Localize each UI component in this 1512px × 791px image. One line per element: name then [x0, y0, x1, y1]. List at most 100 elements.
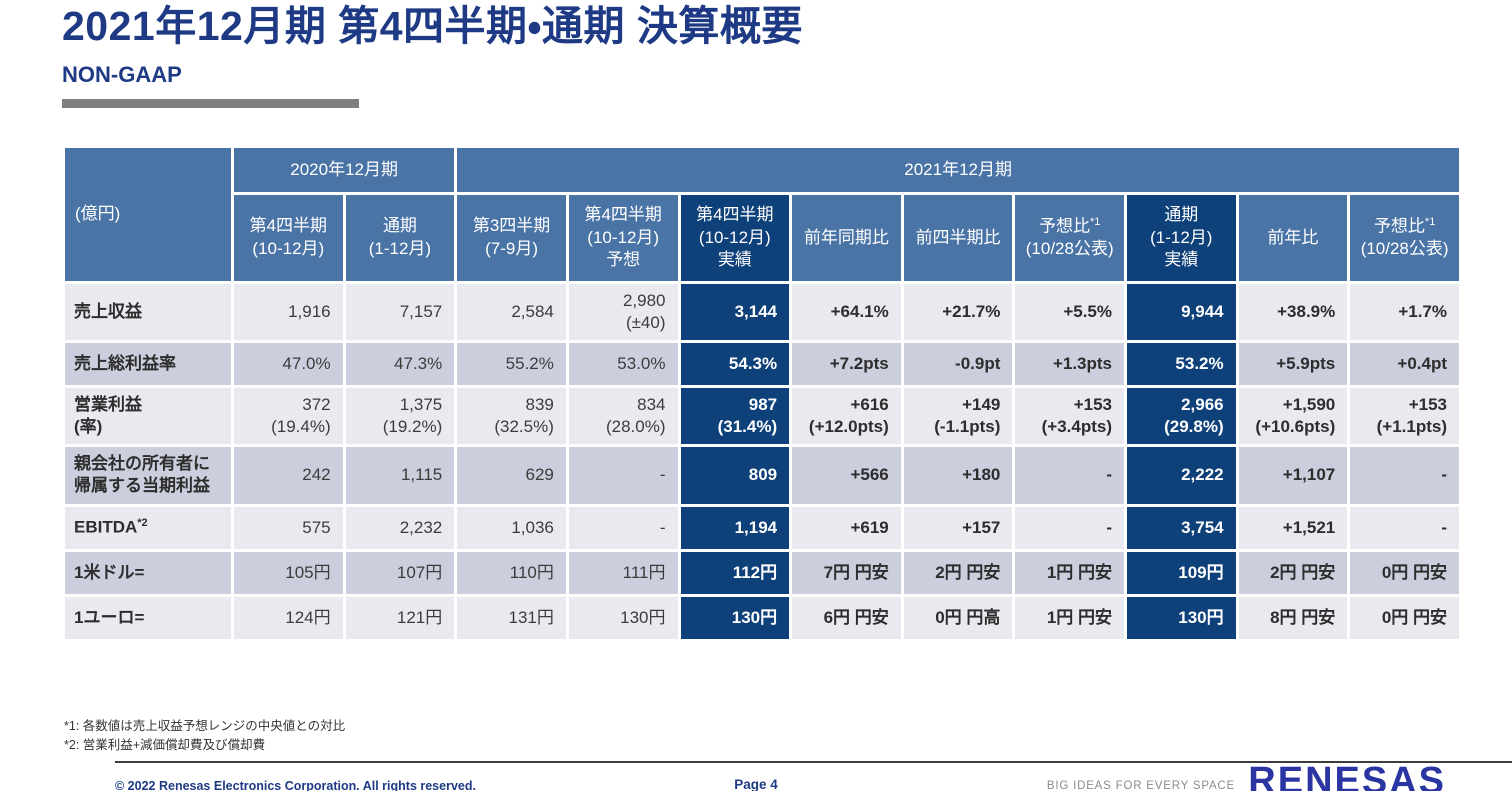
header-group-2021: 2021年12月期	[457, 148, 1459, 192]
value-cell: 47.0%	[234, 343, 343, 386]
value-cell: 130円	[568, 596, 678, 639]
value-cell: 0円 円高	[903, 596, 1013, 639]
highlight-cell: 3,754	[1127, 506, 1236, 549]
value-cell: +21.7%	[903, 284, 1013, 341]
highlight-cell: 3,144	[680, 284, 790, 341]
value-cell: 131円	[457, 596, 566, 639]
value-cell: 1,916	[234, 284, 343, 341]
highlight-cell: 987 (31.4%)	[680, 388, 790, 445]
highlight-cell: 2,966 (29.8%)	[1127, 388, 1236, 445]
value-cell: 105円	[234, 551, 343, 594]
value-cell: 8円 円安	[1238, 596, 1348, 639]
value-cell: 2,980 (±40)	[568, 284, 678, 341]
value-cell: 2,232	[345, 506, 455, 549]
value-cell: -	[568, 447, 678, 504]
row-label-footnote-marker: *2	[137, 517, 148, 530]
value-cell: -	[568, 506, 678, 549]
value-cell: -0.9pt	[903, 343, 1013, 386]
value-cell: 839 (32.5%)	[457, 388, 566, 445]
page-title: 2021年12月期 第4四半期・通期 決算概要	[62, 3, 803, 49]
value-cell: 7,157	[345, 284, 455, 341]
value-cell: +153 (+3.4pts)	[1015, 388, 1124, 445]
table-header-group-row: (億円) 2020年12月期 2021年12月期	[65, 148, 1459, 281]
value-cell: +1.3pts	[1015, 343, 1124, 386]
value-cell: 2円 円安	[903, 551, 1013, 594]
footnote-2: *2: 営業利益+減価償却費及び償却費	[64, 738, 266, 753]
value-cell: -	[1015, 447, 1124, 504]
row-label: 1ユーロ=	[65, 596, 231, 639]
highlight-cell: 112円	[680, 551, 790, 594]
table-row: 親会社の所有者に 帰属する当期利益 242 1,115 629-809 +566 +180…	[65, 447, 1459, 504]
value-cell: +1,521	[1238, 506, 1348, 549]
row-label: EBITDA*2	[65, 506, 231, 549]
value-cell: 1円 円安	[1015, 551, 1124, 594]
table-header-columns-row: 第4四半期 (10-12月) 通期 (1-12月) 第3四半期 (7-9月) 第…	[65, 195, 1459, 281]
highlight-cell: 2,222	[1127, 447, 1236, 504]
value-cell: 0円 円安	[1350, 596, 1459, 639]
value-cell: 1円 円安	[1015, 596, 1124, 639]
value-cell: 6円 円安	[792, 596, 901, 639]
value-cell: 0円 円安	[1350, 551, 1459, 594]
column-header-qoq: 前四半期比	[903, 195, 1013, 281]
highlight-cell: 809	[680, 447, 790, 504]
column-header-fy-actual: 通期 (1-12月) 実績	[1127, 195, 1236, 281]
column-header-yoy-fullyear: 前年比	[1238, 195, 1348, 281]
value-cell: +149 (-1.1pts)	[903, 388, 1013, 445]
row-label: 売上収益	[65, 284, 231, 341]
highlight-cell: 130円	[680, 596, 790, 639]
value-cell: 1,115	[345, 447, 455, 504]
value-cell: +566	[792, 447, 901, 504]
value-cell: 242	[234, 447, 343, 504]
table-row: 1米ドル= 105円 107円 110円 111円 112円 7円 円安 2円 円安 1円 円安…	[65, 551, 1459, 594]
value-cell: -	[1350, 447, 1459, 504]
value-cell: 2円 円安	[1238, 551, 1348, 594]
page-subtitle: NON-GAAP	[62, 62, 182, 87]
row-label: 売上総利益率	[65, 343, 231, 386]
value-cell: +616 (+12.0pts)	[792, 388, 901, 445]
value-cell: +5.5%	[1015, 284, 1124, 341]
header-footnote-marker: *1	[1089, 215, 1101, 228]
value-cell: +1.7%	[1350, 284, 1459, 341]
table-body: 売上収益 1,916 7,157 2,584 2,980 (±40) 3,144 +64.1…	[65, 284, 1459, 639]
footnote-1: *1: 各数値は売上収益予想レンジの中央値との対比	[64, 719, 346, 733]
table-row: EBITDA*2 575 2,232 1,036-1,194 +619 +157-3,75…	[65, 506, 1459, 549]
row-label: 親会社の所有者に 帰属する当期利益	[65, 447, 231, 504]
page-number: Page 4	[734, 777, 778, 791]
value-cell: 7円 円安	[792, 551, 901, 594]
value-cell: +157	[903, 506, 1013, 549]
header-text-line2: (10/28公表)	[1025, 239, 1114, 259]
highlight-cell: 1,194	[680, 506, 790, 549]
footnotes: *1: 各数値は売上収益予想レンジの中央値との対比 *2: 営業利益+減価償却費…	[64, 717, 345, 756]
highlight-cell: 9,944	[1127, 284, 1236, 341]
value-cell: +180	[903, 447, 1013, 504]
table-row: 売上総利益率 47.0% 47.3% 55.2% 53.0% 54.3% +7.2pts -0…	[65, 343, 1459, 386]
highlight-cell: 53.2%	[1127, 343, 1236, 386]
financial-results-table-wrap: (億円) 2020年12月期 2021年12月期 第4四半期 (10-12月) …	[62, 145, 1462, 642]
renesas-logo: RENESAS	[1248, 760, 1446, 791]
row-label: 1米ドル=	[65, 551, 231, 594]
value-cell: 1,036	[457, 506, 566, 549]
value-cell: 834 (28.0%)	[568, 388, 678, 445]
table-row: 売上収益 1,916 7,157 2,584 2,980 (±40) 3,144 +64.1…	[65, 284, 1459, 341]
financial-results-table: (億円) 2020年12月期 2021年12月期 第4四半期 (10-12月) …	[62, 145, 1462, 642]
unit-label-cell: (億円)	[65, 148, 231, 281]
value-cell: +64.1%	[792, 284, 901, 341]
value-cell: +0.4pt	[1350, 343, 1459, 386]
column-header-q4-actual: 第4四半期 (10-12月) 実績	[680, 195, 790, 281]
value-cell: 121円	[345, 596, 455, 639]
column-header-vs-forecast-fy: 予想比*1 (10/28公表)	[1350, 195, 1459, 281]
value-cell: +153 (+1.1pts)	[1350, 388, 1459, 445]
highlight-cell: 130円	[1127, 596, 1236, 639]
value-cell: 2,584	[457, 284, 566, 341]
header-text: 予想比	[1038, 216, 1090, 236]
value-cell: 53.0%	[568, 343, 678, 386]
column-header-q4-2020: 第4四半期 (10-12月)	[234, 195, 343, 281]
table-row: 営業利益 (率) 372 (19.4%) 1,375 (19.2%) 839 (32.…	[65, 388, 1459, 445]
column-header-q3-2021: 第3四半期 (7-9月)	[457, 195, 566, 281]
value-cell: 1,375 (19.2%)	[345, 388, 455, 445]
title-underline-bar	[62, 99, 359, 108]
column-header-q4-forecast: 第4四半期 (10-12月) 予想	[568, 195, 678, 281]
value-cell: +5.9pts	[1238, 343, 1348, 386]
footer-separator-line	[115, 761, 1512, 763]
